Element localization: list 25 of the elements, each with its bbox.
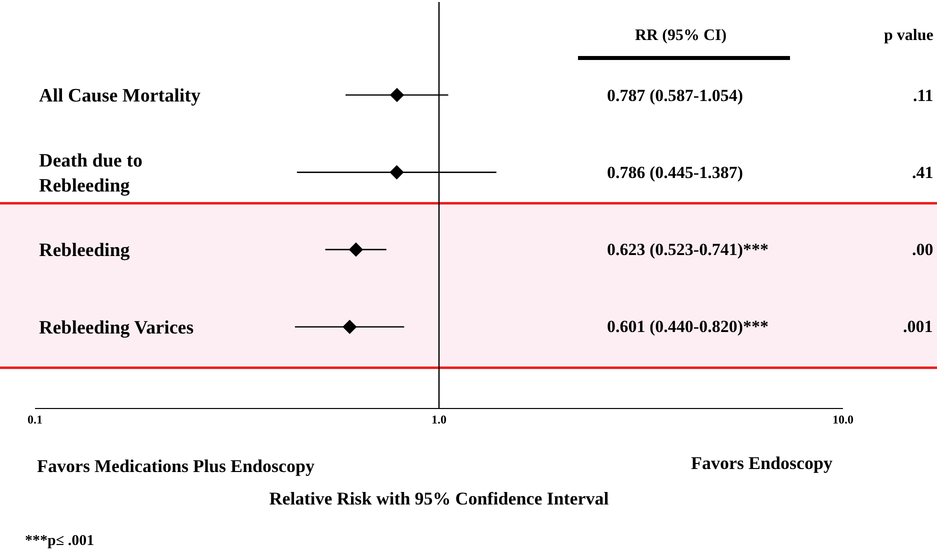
text: Favors Medications Plus Endoscopy [37,456,315,476]
y-tick-label: Death due to Rebleeding [39,150,142,196]
y-tick-label: Rebleeding [39,240,130,262]
x-axis-title: Relative Risk with 95% Confidence Interval [269,488,609,509]
point [348,242,364,257]
y-tick-label: Rebleeding Varices [39,318,194,338]
annotation: 0.787 (0.587-1.054) [607,86,743,105]
text: p value [884,27,934,44]
x-tick-label: 0.1 [28,412,42,427]
x-tick-label: 1.0 [432,412,446,427]
text: ***p≤ .001 [25,533,94,549]
text: .00 [912,240,934,259]
y-tick-label: All Cause Mortality [39,86,201,107]
annotation: 0.623 (0.523-0.741)*** [607,240,768,259]
annotation: 0.601 (0.440-0.820)*** [607,317,768,336]
annotation: 0.786 (0.445-1.387) [607,163,743,182]
text: .11 [913,86,934,105]
text: .001 [903,317,933,336]
annotation: RR (95% CI) [635,27,727,44]
point [390,88,404,102]
point [342,320,357,334]
text: .41 [912,163,934,182]
x-tick-label: 10.0 [832,412,854,427]
point [390,165,404,180]
text: Favors Endoscopy [691,453,833,473]
